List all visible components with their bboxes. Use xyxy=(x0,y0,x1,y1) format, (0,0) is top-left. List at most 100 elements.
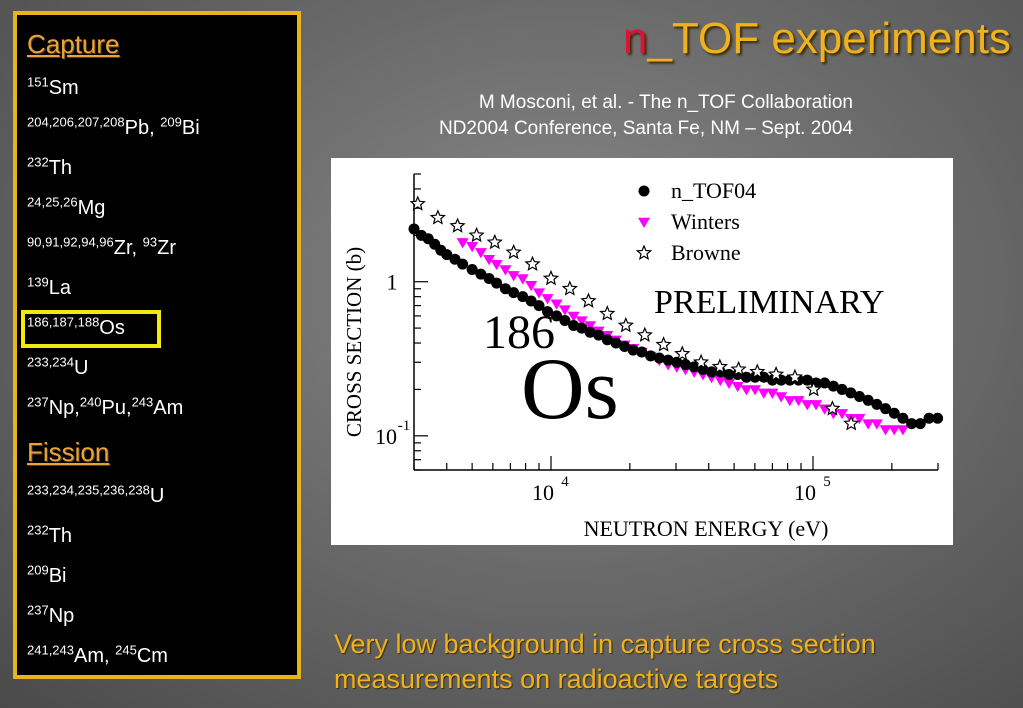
data-point xyxy=(499,283,511,295)
mass-number: 93 xyxy=(142,234,158,250)
data-point xyxy=(508,287,520,299)
data-point xyxy=(645,350,657,362)
annotation-mass-number: 186 xyxy=(483,306,555,359)
bottom-line-1: Very low background in capture cross sec… xyxy=(334,629,876,659)
capture-item-7: 233,234U xyxy=(27,355,88,380)
bottom-caption: Very low background in capture cross sec… xyxy=(334,627,876,697)
data-point xyxy=(692,353,710,370)
capture-item-5: 139La xyxy=(27,275,71,300)
data-point xyxy=(906,418,918,430)
data-point xyxy=(457,258,469,270)
data-point xyxy=(619,340,631,352)
mass-number: 209 xyxy=(160,114,182,130)
legend-marker-1 xyxy=(638,217,650,228)
capture-item-2: 232Th xyxy=(27,155,73,180)
element-symbol: Pb, xyxy=(124,117,161,139)
reference-line-2: ND2004 Conference, Santa Fe, NM – Sept. … xyxy=(438,118,853,139)
data-point xyxy=(580,292,597,308)
element-symbol: Zr, xyxy=(113,237,143,259)
data-point xyxy=(593,329,605,341)
capture-item-4: 90,91,92,94,96Zr, 93Zr xyxy=(27,234,176,260)
element-symbol: Th xyxy=(48,525,73,547)
data-point xyxy=(575,316,588,327)
capture-item-8: 237Np,240Pu,243Am xyxy=(27,394,184,420)
data-point xyxy=(801,374,813,386)
element-symbol: Th xyxy=(48,157,73,179)
x-axis-label: NEUTRON ENERGY (eV) xyxy=(584,516,829,541)
data-point xyxy=(409,195,426,211)
mass-number: 233,234,235,236,238 xyxy=(27,482,150,498)
fission-item-2: 209Bi xyxy=(27,563,67,588)
data-point xyxy=(749,385,762,396)
data-point xyxy=(655,336,672,352)
data-point xyxy=(441,249,453,261)
data-point xyxy=(714,375,727,387)
annotation-preliminary: PRELIMINARY xyxy=(654,284,884,321)
data-point xyxy=(550,299,563,310)
data-point xyxy=(636,326,653,343)
data-point xyxy=(671,356,683,368)
element-symbol: Am, xyxy=(74,645,116,667)
title-rest: _TOF experiments xyxy=(647,14,1011,63)
data-point xyxy=(429,209,446,225)
data-point xyxy=(914,418,926,430)
series-n-tof04 xyxy=(408,223,944,430)
y-tick-exp-1: -1 xyxy=(398,418,411,434)
mass-number: 90,91,92,94,96 xyxy=(27,234,114,250)
data-point xyxy=(533,300,545,312)
data-point xyxy=(551,310,563,322)
capture-item-6: 186,187,188Os xyxy=(27,314,125,340)
slide-title: n_TOF experiments xyxy=(623,14,1011,64)
legend-marker-0 xyxy=(638,185,650,197)
data-point xyxy=(786,368,804,385)
data-point xyxy=(824,400,841,416)
data-point xyxy=(871,398,883,410)
element-symbol: Os xyxy=(99,317,125,339)
fission-item-3: 237Np xyxy=(27,602,75,628)
data-point xyxy=(757,388,770,399)
cross-section-plot: 10 4 10 5 1 10 -1 NEUTRON ENERGY (eV) CROSS SECT… xyxy=(331,158,953,545)
element-symbol: Zr xyxy=(157,237,176,259)
data-point xyxy=(517,291,529,303)
element-symbol: Bi xyxy=(48,565,67,587)
data-point xyxy=(516,274,529,285)
capture-heading: Capture xyxy=(27,29,120,59)
data-point xyxy=(466,264,478,276)
data-point xyxy=(542,306,554,318)
element-symbol: Np xyxy=(48,605,75,627)
data-point xyxy=(888,425,901,436)
element-symbol: U xyxy=(149,485,165,507)
data-point xyxy=(842,415,860,431)
series-browne xyxy=(409,195,860,431)
data-point xyxy=(879,425,892,436)
data-point xyxy=(679,359,691,371)
data-point xyxy=(449,217,466,233)
data-point xyxy=(584,321,597,332)
data-point xyxy=(475,268,487,280)
os-highlight-box xyxy=(21,310,161,348)
y-tick-label-0: 1 xyxy=(387,270,398,295)
mass-number: 237 xyxy=(27,602,49,618)
fission-item-1: 232Th xyxy=(27,523,73,548)
data-point xyxy=(801,400,814,411)
data-point xyxy=(845,387,857,399)
capture-item-1: 204,206,207,208Pb, 209Bi xyxy=(27,114,200,140)
data-point xyxy=(490,259,503,271)
mass-number: 243 xyxy=(131,394,154,410)
x-tick-exp-1: 5 xyxy=(823,474,831,490)
data-point xyxy=(567,311,580,322)
data-point xyxy=(599,305,616,321)
data-point xyxy=(483,254,496,266)
data-point xyxy=(819,377,831,389)
element-symbol: Am xyxy=(153,397,184,419)
series-winters xyxy=(456,238,909,436)
mass-number: 237 xyxy=(27,394,49,410)
fission-item-4: 241,243Am, 245Cm xyxy=(27,643,168,668)
x-tick-exp-0: 4 xyxy=(561,474,569,490)
mass-number: 24,25,26 xyxy=(27,194,78,210)
data-point xyxy=(731,381,744,393)
data-point xyxy=(923,412,935,424)
mass-number: 186,187,188 xyxy=(27,314,100,330)
data-point xyxy=(853,414,866,425)
